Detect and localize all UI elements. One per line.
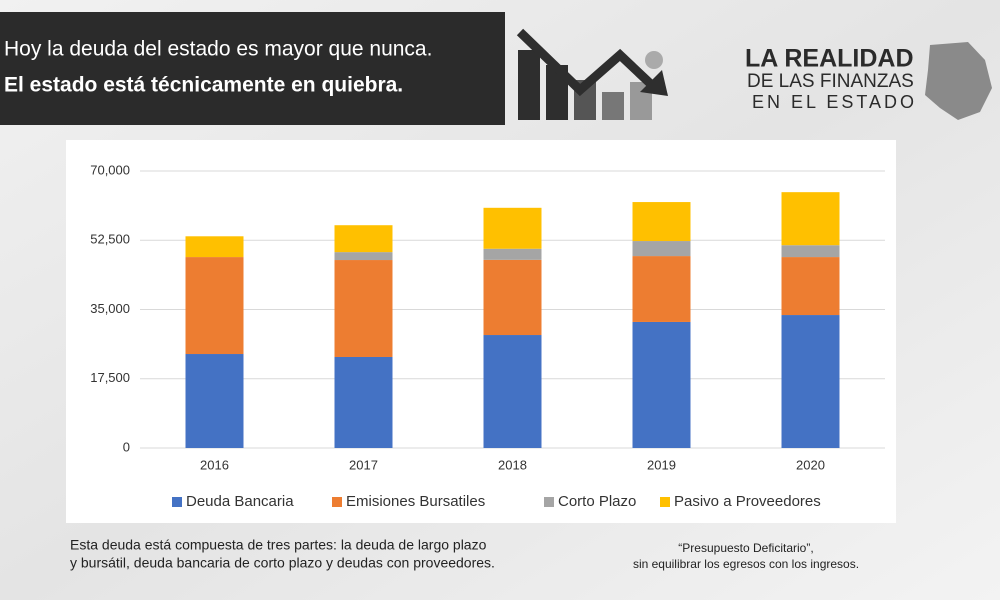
bar-segment	[483, 259, 542, 336]
bar-segment	[185, 236, 244, 258]
header-box	[0, 12, 505, 125]
bar-segment	[632, 256, 691, 322]
legend-label: Emisiones Bursatiles	[346, 493, 485, 510]
bar-segment	[185, 257, 244, 355]
logo-line: DE LAS FINANZAS	[747, 71, 914, 92]
x-tick-label: 2016	[200, 457, 229, 472]
header-line: El estado está técnicamente en quiebra.	[4, 74, 403, 97]
bar-segment	[334, 356, 393, 448]
x-tick-label: 2018	[498, 457, 527, 472]
bar-segment	[781, 257, 840, 316]
legend-label: Corto Plazo	[558, 493, 636, 510]
bar-segment	[334, 260, 393, 357]
legend-swatch	[544, 497, 554, 507]
state-map	[925, 42, 992, 120]
bar-segment	[632, 241, 691, 257]
bar-segment	[483, 248, 542, 260]
bar-segment	[185, 354, 244, 448]
header-line: Hoy la deuda del estado es mayor que nun…	[4, 38, 432, 61]
bar-segment	[781, 315, 840, 448]
y-tick-label: 52,500	[90, 232, 130, 247]
legend-label: Pasivo a Proveedores	[674, 493, 821, 510]
legend-label: Deuda Bancaria	[186, 493, 294, 510]
y-tick-label: 70,000	[90, 162, 130, 177]
note-left: y bursátil, deuda bancaria de corto plaz…	[70, 555, 495, 571]
bar-segment	[632, 202, 691, 242]
x-tick-label: 2019	[647, 457, 676, 472]
legend-swatch	[332, 497, 342, 507]
bar-segment	[483, 207, 542, 249]
trend-icon	[516, 28, 668, 120]
logo-line: EN EL ESTADO	[752, 92, 917, 112]
bar-segment	[781, 245, 840, 258]
note-left: Esta deuda está compuesta de tres partes…	[70, 537, 487, 553]
logo-line: LA REALIDAD	[745, 45, 914, 73]
y-tick-label: 17,500	[90, 370, 130, 385]
bar-segment	[483, 335, 542, 448]
legend-swatch	[660, 497, 670, 507]
bar-segment	[334, 252, 393, 261]
bar-segment	[781, 192, 840, 246]
bar-segment	[334, 225, 393, 253]
legend-swatch	[172, 497, 182, 507]
bar-segment	[632, 321, 691, 448]
note-right: “Presupuesto Deficitario”,	[678, 541, 813, 555]
x-tick-label: 2020	[796, 457, 825, 472]
x-tick-label: 2017	[349, 457, 378, 472]
chart: 0 17,500 35,000 52,500 70,000 2016 2017 2018 201…	[90, 162, 885, 510]
note-right: sin equilibrar los egresos con los ingre…	[633, 557, 859, 571]
y-tick-label: 0	[123, 439, 130, 454]
y-tick-label: 35,000	[90, 301, 130, 316]
